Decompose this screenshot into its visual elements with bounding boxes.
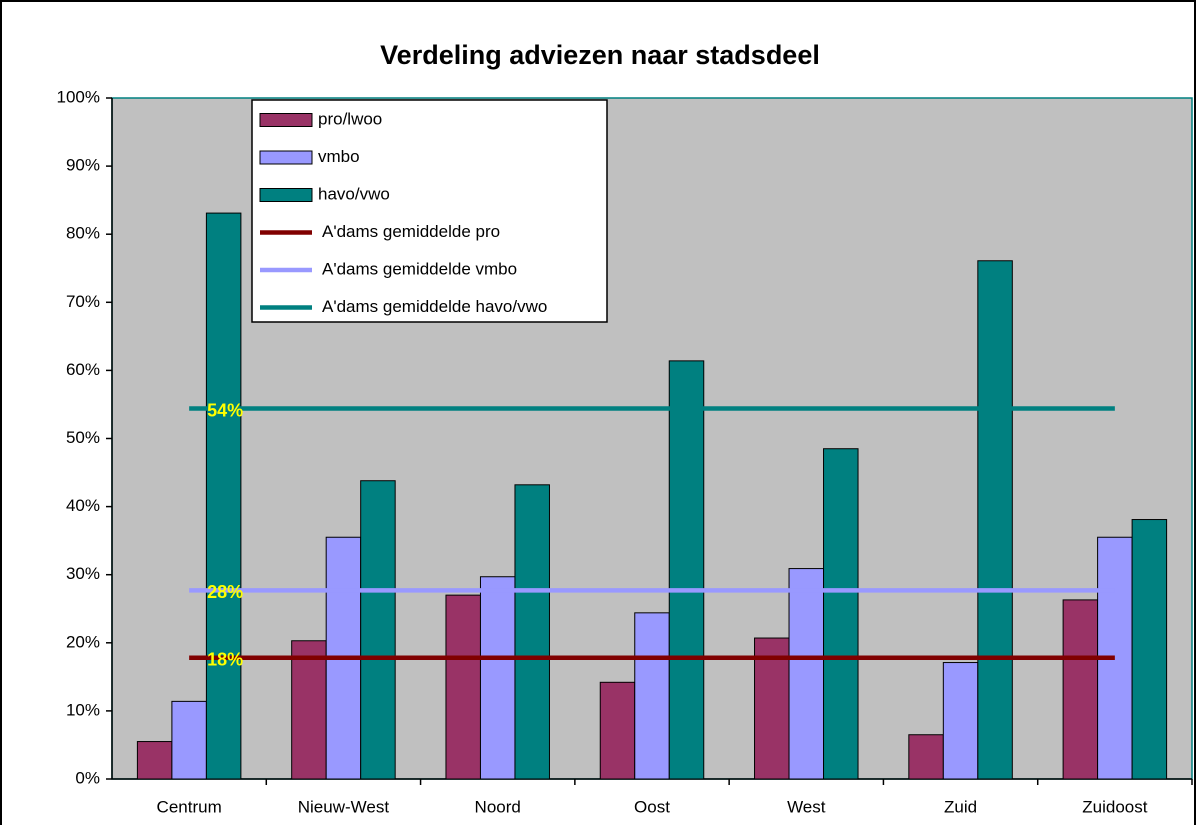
x-tick-label: Zuidoost — [1082, 797, 1147, 816]
x-tick-label: Nieuw-West — [298, 797, 390, 816]
bar — [360, 480, 396, 780]
x-tick-label: Centrum — [157, 797, 222, 816]
bar — [823, 448, 859, 780]
x-tick-label: West — [787, 797, 826, 816]
legend-box — [251, 99, 608, 323]
legend-swatch — [259, 113, 313, 127]
legend-swatch — [259, 188, 313, 202]
y-tick-label: 70% — [66, 292, 100, 311]
value-label: 18% — [207, 650, 243, 670]
y-tick-label: 80% — [66, 224, 100, 243]
bar — [634, 612, 670, 780]
y-tick-label: 40% — [66, 496, 100, 515]
y-tick-label: 30% — [66, 564, 100, 583]
y-tick-label: 100% — [57, 87, 100, 106]
legend-label: A'dams gemiddelde vmbo — [322, 259, 517, 278]
bar — [514, 484, 550, 780]
bar — [136, 741, 173, 780]
x-tick-label: Oost — [634, 797, 670, 816]
legend-label: vmbo — [318, 147, 360, 166]
y-tick-label: 0% — [75, 768, 100, 787]
bar — [977, 260, 1013, 780]
y-tick-label: 60% — [66, 360, 100, 379]
bar — [788, 568, 825, 780]
value-label: 28% — [207, 582, 243, 602]
chart-title: Verdeling adviezen naar stadsdeel — [380, 40, 820, 70]
y-tick-label: 10% — [66, 700, 100, 719]
bar — [599, 681, 636, 780]
bar — [908, 734, 944, 780]
y-tick-label: 90% — [66, 156, 100, 175]
bar — [171, 700, 207, 780]
bar — [479, 576, 516, 780]
x-tick-label: Noord — [475, 797, 521, 816]
legend-label: A'dams gemiddelde pro — [322, 222, 500, 241]
bar — [291, 640, 327, 780]
legend-label: pro/lwoo — [318, 109, 382, 128]
legend-label: A'dams gemiddelde havo/vwo — [322, 297, 547, 316]
bar — [668, 360, 705, 780]
legend-swatch — [259, 150, 313, 165]
legend-label: havo/vwo — [318, 184, 390, 203]
bar — [1062, 599, 1099, 780]
bar — [942, 662, 979, 780]
bar — [1131, 519, 1168, 780]
y-tick-label: 50% — [66, 428, 100, 447]
bar — [445, 594, 481, 780]
y-tick-label: 20% — [66, 632, 100, 651]
bar — [205, 212, 242, 780]
x-tick-label: Zuid — [944, 797, 977, 816]
bar — [754, 637, 790, 780]
value-label: 54% — [207, 400, 243, 420]
